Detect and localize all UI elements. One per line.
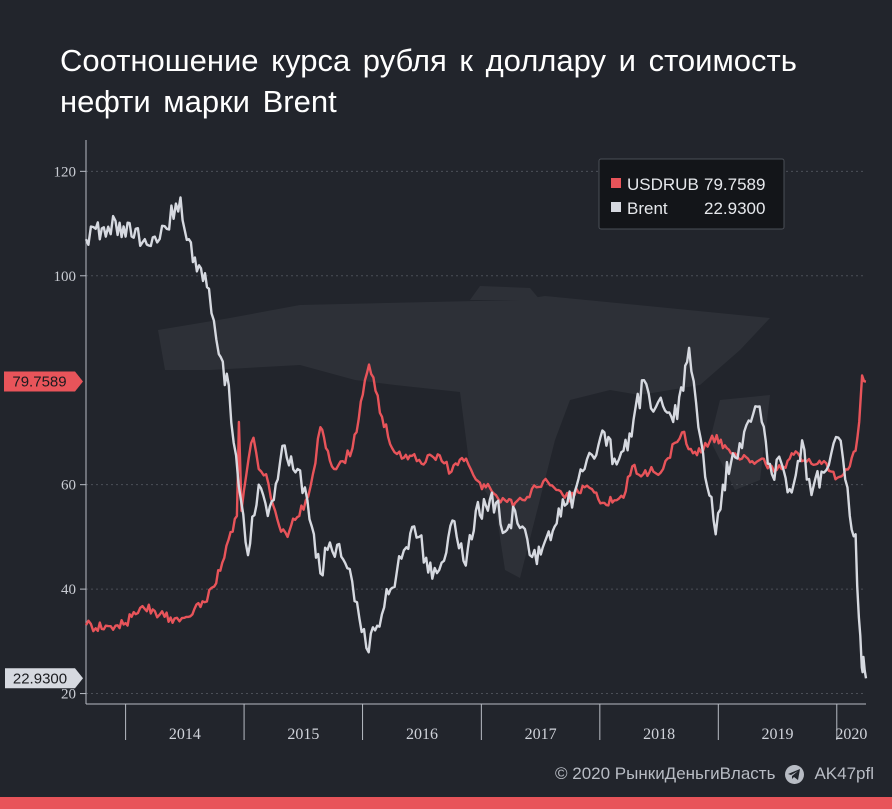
last-value-labels: 79.7589 22.9300 bbox=[4, 371, 83, 689]
x-tick-label: 2018 bbox=[643, 726, 675, 743]
last-value-text-usdrub: 79.7589 bbox=[12, 373, 66, 390]
series-line-usdrub bbox=[84, 363, 867, 633]
chart-axes: 20 40 60 100 120 2014 2015 2016 2017 2018 2019 2020 bbox=[54, 140, 867, 743]
legend-swatch-brent bbox=[611, 202, 621, 212]
y-tick-label: 120 bbox=[54, 164, 77, 180]
copyright-text: © 2020 РынкиДеньгиВласть bbox=[555, 764, 776, 783]
legend: USDRUB 79.7589 Brent 22.9300 bbox=[598, 158, 785, 230]
legend-swatch-usdrub bbox=[611, 178, 621, 188]
y-tick-label: 100 bbox=[54, 269, 77, 285]
legend-value-brent: 22.9300 bbox=[704, 199, 765, 218]
series-layer bbox=[84, 196, 868, 679]
accent-bar bbox=[0, 797, 892, 809]
x-tick-label: 2020 bbox=[835, 726, 867, 743]
last-value-text-brent: 22.9300 bbox=[13, 670, 67, 687]
telegram-icon bbox=[785, 764, 805, 784]
x-tick-label: 2014 bbox=[169, 726, 201, 743]
series-line-brent bbox=[84, 196, 868, 679]
x-tick-label: 2017 bbox=[525, 726, 557, 743]
y-tick-label: 40 bbox=[61, 582, 76, 598]
footer: © 2020 РынкиДеньгиВласть AK47pfl bbox=[555, 764, 874, 784]
legend-label-brent: Brent bbox=[627, 199, 668, 218]
last-value-tag-usdrub bbox=[4, 371, 83, 392]
x-tick-label: 2016 bbox=[406, 726, 438, 743]
legend-value-usdrub: 79.7589 bbox=[704, 175, 765, 194]
legend-label-usdrub: USDRUB bbox=[627, 175, 699, 194]
y-tick-label: 20 bbox=[61, 687, 76, 703]
y-tick-label: 60 bbox=[61, 478, 76, 494]
chart-title: Соотношение курса рубля к доллару и стои… bbox=[60, 43, 797, 119]
telegram-handle[interactable]: AK47pfl bbox=[814, 764, 874, 783]
x-tick-label: 2015 bbox=[287, 726, 319, 743]
x-tick-label: 2019 bbox=[762, 726, 794, 743]
last-value-tag-brent bbox=[5, 668, 83, 689]
